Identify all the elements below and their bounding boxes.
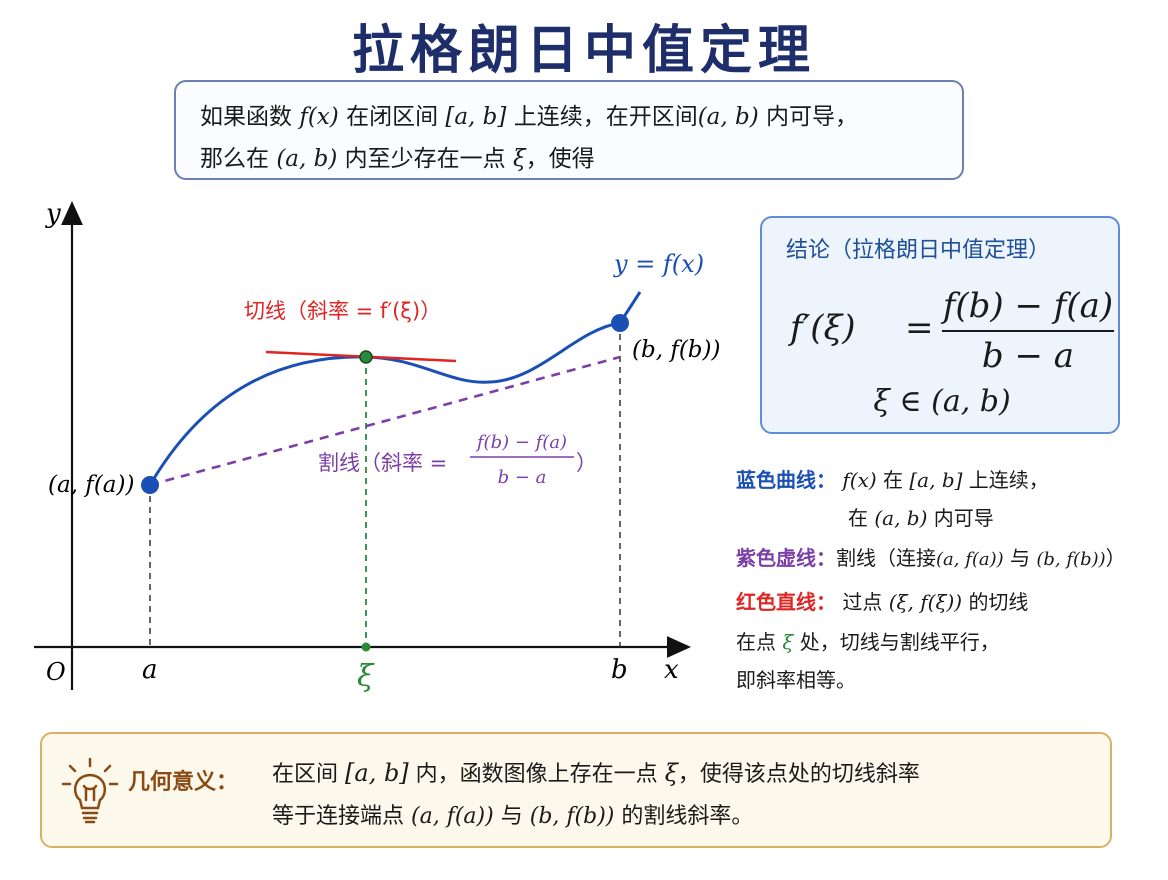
meaning-label: 几何意义： (128, 770, 239, 795)
xi-range: ξ ∈ (a, b) (873, 384, 1011, 419)
tick-a-label: a (142, 655, 158, 685)
secant-label-close: ） (576, 451, 597, 475)
mean-value-graph: y x O a b ξ (a, f(a)) (b, f(b)) y = f(x)… (34, 199, 720, 694)
tick-b-label: b (611, 655, 628, 685)
statement-line-2: 那么在 (a, b) 内至少存在一点 ξ，使得 (200, 146, 595, 172)
legend-purple-key: 紫色虚线： (736, 546, 836, 570)
secant-fraction-numerator: f(b) − f(a) (475, 432, 567, 453)
function-curve (148, 291, 642, 486)
legend-blue-row: 蓝色曲线： f(x) 在 [a, b] 上连续， (736, 468, 1049, 492)
secant-line (149, 355, 621, 487)
tick-xi-label: ξ (357, 659, 375, 694)
lightbulb-icon (61, 757, 119, 824)
meaning-text: 在区间 [a, b] 内，函数图像上存在一点 ξ，使得该点处的切线斜率 等于连接… (272, 752, 920, 838)
page-title: 拉格朗日中值定理 (351, 21, 816, 81)
xi-axis-marker (361, 642, 371, 652)
point-b-label: (b, f(b)) (632, 337, 720, 363)
legend-blue-key: 蓝色曲线： (736, 468, 836, 492)
geometric-meaning-box: 几何意义： 在区间 [a, b] 内，函数图像上存在一点 ξ，使得该点处的切线斜… (40, 732, 1112, 848)
origin-label: O (46, 658, 66, 686)
formula-equals: = (905, 308, 934, 348)
formula-denominator: b − a (981, 336, 1075, 376)
theorem-statement-box: 如果函数 f(x) 在闭区间 [a, b] 上连续，在开区间(a, b) 内可导… (174, 80, 964, 180)
meaning-line-2: 等于连接端点 (a, f(a)) 与 (b, f(b)) 的割线斜率。 (272, 804, 754, 829)
point-b-marker (611, 314, 629, 332)
formula-fraction-bar (942, 330, 1114, 332)
formula-numerator: f(b) − f(a) (942, 286, 1114, 326)
tangent-point-marker (359, 350, 373, 364)
conclusion-box: 结论（拉格朗日中值定理） f′(ξ) = f(b) − f(a) b − a ξ… (760, 216, 1120, 434)
tangent-label: 切线（斜率 = f′(ξ)） (244, 299, 441, 323)
point-a-marker (141, 476, 159, 494)
mean-value-formula: f′(ξ) = f(b) − f(a) b − a (790, 286, 1114, 376)
legend-note-row-2: 即斜率相等。 (736, 668, 856, 692)
meaning-line-1: 在区间 [a, b] 内，函数图像上存在一点 ξ，使得该点处的切线斜率 (272, 759, 920, 787)
legend-red-key: 红色直线： (736, 590, 836, 614)
y-axis-label: y (45, 199, 61, 229)
legend-blue-row-2: 在 (a, b) 内可导 (848, 506, 994, 530)
secant-label: 割线（斜率 = (318, 451, 447, 475)
statement-line-1: 如果函数 f(x) 在闭区间 [a, b] 上连续，在开区间(a, b) 内可导… (200, 104, 859, 130)
legend-red-row: 红色直线： 过点 (ξ, f(ξ)) 的切线 (736, 590, 1029, 614)
secant-fraction-denominator: b − a (498, 467, 547, 488)
legend-note-row-1: 在点 ξ 处，切线与割线平行， (736, 630, 1000, 654)
point-a-label: (a, f(a)) (48, 472, 134, 498)
formula-lhs: f′(ξ) (790, 308, 856, 348)
formula-fraction: f(b) − f(a) b − a (938, 286, 1118, 376)
x-axis-label: x (664, 655, 679, 685)
conclusion-title: 结论（拉格朗日中值定理） (786, 238, 1051, 263)
legend-purple-row: 紫色虚线：割线（连接(a, f(a)) 与 (b, f(b))） (736, 546, 1126, 570)
curve-label: y = f(x) (613, 250, 704, 278)
